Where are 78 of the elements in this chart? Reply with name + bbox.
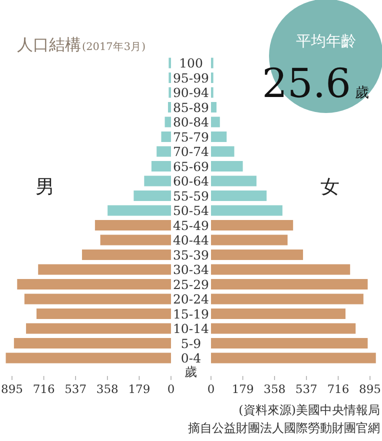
- bar: [151, 161, 171, 172]
- x-tick-label: 895: [359, 382, 381, 396]
- x-tick-label: 895: [1, 382, 23, 396]
- y-tick-label: 40-44: [172, 232, 210, 248]
- bar: [211, 190, 267, 201]
- x-tick-label: 716: [327, 382, 350, 396]
- x-tick-label: 179: [232, 382, 254, 396]
- bar: [211, 220, 294, 230]
- x-tick-label: 537: [295, 382, 318, 396]
- chart-subtitle: (2017年3月): [82, 41, 146, 53]
- bar: [24, 294, 171, 304]
- y-tick-label: 10-14: [172, 321, 210, 336]
- bar: [211, 116, 220, 128]
- bar: [211, 308, 346, 319]
- y-tick-label: 90-94: [172, 85, 210, 100]
- chart-title: 人口結構: [17, 35, 81, 54]
- y-tick-label: 100: [179, 56, 203, 70]
- bar: [211, 294, 364, 304]
- bar: [211, 132, 227, 142]
- bar: [211, 352, 376, 364]
- y-tick-label: 75-79: [172, 129, 210, 144]
- bar: [38, 264, 171, 275]
- bar: [26, 323, 171, 334]
- y-tick-label: 55-59: [172, 188, 210, 204]
- y-tick-label: 65-69: [172, 158, 210, 174]
- x-tick-label: 358: [96, 382, 118, 396]
- annotation: 歲: [355, 85, 369, 101]
- bar: [211, 279, 368, 290]
- y-tick-label: 85-89: [172, 100, 210, 115]
- text: 摘自公益財團法人國際勞動財團官網: [188, 421, 380, 435]
- bar: [211, 102, 217, 112]
- bar: [134, 190, 171, 201]
- bar: [211, 234, 288, 246]
- y-tick-label: 0-4: [180, 350, 202, 366]
- bar: [14, 338, 171, 348]
- y-tick-label: 15-19: [172, 306, 210, 322]
- y-tick-label: 25-29: [172, 276, 210, 292]
- bar: [17, 279, 171, 290]
- text: (資料來源)美國中央情報局: [238, 403, 380, 417]
- bar: [211, 176, 256, 186]
- bar: [100, 234, 171, 246]
- text: 男: [36, 176, 54, 198]
- text: 平均年齡: [296, 32, 356, 50]
- y-tick-label: 35-39: [172, 247, 210, 262]
- y-tick-label: 20-24: [172, 292, 210, 306]
- x-tick-label: 0: [207, 382, 215, 396]
- y-tick-label: 50-54: [172, 203, 210, 218]
- y-axis-title: 歲: [184, 364, 198, 379]
- y-tick-label: 70-74: [172, 144, 210, 159]
- bar: [211, 338, 368, 348]
- bar: [211, 205, 282, 216]
- bar: [211, 146, 234, 157]
- bar: [156, 146, 171, 157]
- bar: [211, 161, 243, 172]
- series-label: 女: [320, 176, 340, 198]
- bar: [211, 264, 350, 275]
- bar: [211, 250, 304, 260]
- x-tick-label: 179: [128, 382, 150, 396]
- bar: [82, 250, 171, 260]
- y-tick-label: 45-49: [172, 218, 210, 233]
- y-tick-label: 60-64: [172, 174, 210, 188]
- bar: [211, 323, 356, 334]
- bar: [144, 176, 171, 186]
- bar: [108, 205, 171, 216]
- x-tick-label: 358: [264, 382, 286, 396]
- x-tick-label: 537: [64, 382, 87, 396]
- bar: [168, 102, 171, 112]
- y-tick-label: 5-9: [180, 336, 202, 351]
- y-tick-label: 95-99: [172, 70, 210, 86]
- bar: [161, 132, 171, 142]
- bar: [36, 308, 171, 319]
- x-tick-label: 0: [167, 382, 175, 396]
- y-tick-label: 30-34: [172, 262, 210, 277]
- x-tick-label: 716: [32, 382, 55, 396]
- y-tick-label: 80-84: [172, 114, 210, 130]
- bar: [164, 116, 171, 128]
- bar: [94, 220, 171, 230]
- bar: [6, 352, 171, 364]
